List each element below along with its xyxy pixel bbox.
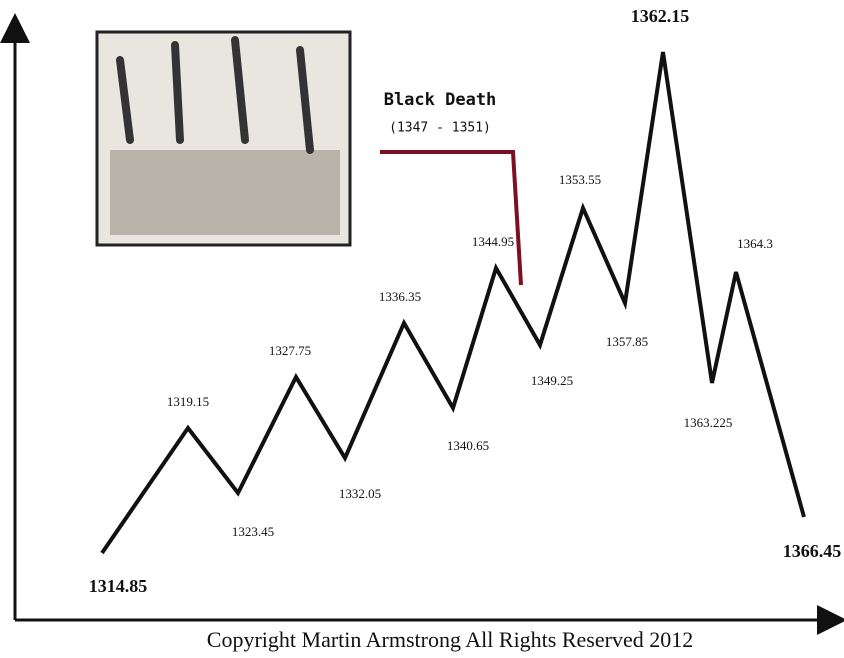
turning-point-label: 1332.05	[339, 486, 381, 501]
turning-point-label: 1323.45	[232, 524, 274, 539]
cycle-line	[100, 51, 806, 555]
turning-point-label: 1327.75	[269, 343, 311, 358]
turning-point-label: 1349.25	[531, 373, 573, 388]
turning-point-label: 1314.85	[89, 576, 148, 596]
footer: Copyright Martin Armstrong All Rights Re…	[207, 627, 693, 652]
turning-point-label: 1362.15	[631, 6, 690, 26]
turning-point-label: 1364.3	[737, 236, 773, 251]
turning-point-label: 1353.55	[559, 172, 601, 187]
turning-point-label: 1363.225	[684, 415, 733, 430]
black-death-bracket	[380, 150, 523, 286]
woodcut-image	[95, 30, 352, 247]
annotation-title: Black Death	[384, 90, 497, 110]
turning-point-label: 1344.95	[472, 234, 514, 249]
turning-point-label: 1319.15	[167, 394, 209, 409]
annotation-subtitle: (1347 - 1351)	[389, 121, 491, 136]
turning-point-label: 1357.85	[606, 334, 648, 349]
turning-point-label: 1336.35	[379, 289, 421, 304]
turning-point-label: 1366.45	[783, 541, 842, 561]
turning-point-label: 1340.65	[447, 438, 489, 453]
